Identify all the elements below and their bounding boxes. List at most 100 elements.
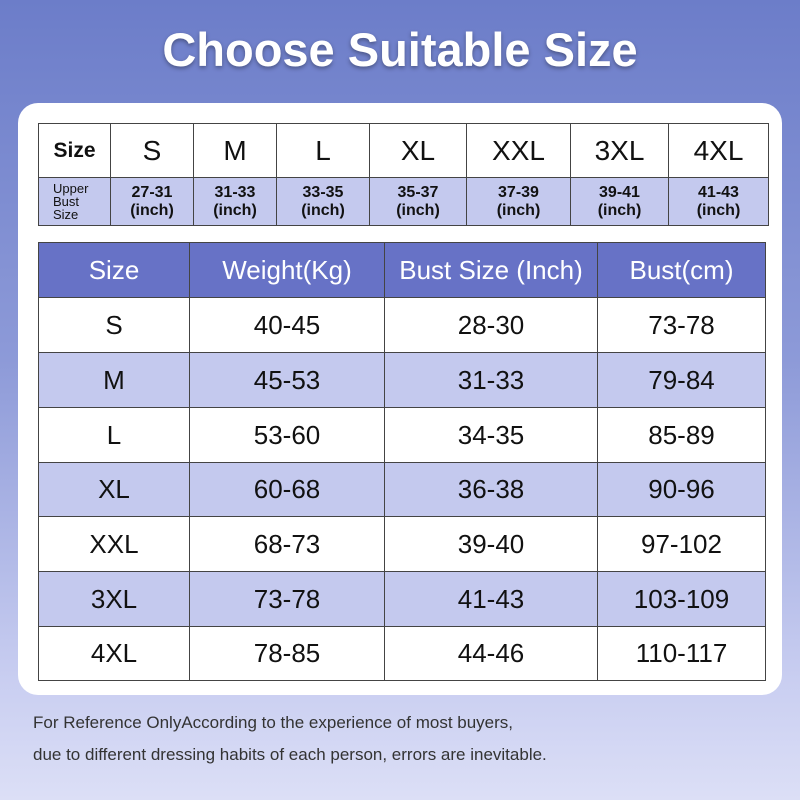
table-cell: 85-89 — [597, 407, 766, 463]
cell-text: 41-43 — [457, 583, 525, 614]
upper-bust-value: 37-39 (inch) — [466, 177, 571, 226]
cell-text: 39-41 — [599, 183, 640, 201]
cell-text: (inch) — [696, 201, 741, 219]
table-cell: 73-78 — [189, 571, 385, 627]
upper-bust-value: 39-41 (inch) — [570, 177, 669, 226]
upper-bust-value: 31-33 (inch) — [193, 177, 277, 226]
cell-text: S — [105, 309, 123, 340]
upper-bust-value: 41-43 (inch) — [668, 177, 769, 226]
cell-text: XXL — [89, 528, 139, 559]
table-cell: 41-43 — [384, 571, 598, 627]
cell-text: 103-109 — [633, 583, 730, 614]
cell-text: XL — [400, 134, 436, 166]
table-cell: 4XL — [38, 626, 190, 681]
table-cell: 90-96 — [597, 462, 766, 517]
cell-text: Bust — [53, 194, 80, 209]
cell-text: Size — [88, 254, 140, 285]
cell-text: M — [103, 364, 125, 395]
cell-text: (inch) — [213, 201, 257, 219]
cell-text: (inch) — [301, 201, 345, 219]
cell-text: XXL — [492, 134, 545, 166]
cell-text: S — [142, 134, 162, 166]
cell-text: Bust(cm) — [629, 254, 734, 285]
cell-text: 110-117 — [635, 638, 728, 668]
cell-text: 4XL — [693, 134, 744, 166]
cell-text: 4XL — [90, 638, 138, 668]
table-cell: 103-109 — [597, 571, 766, 627]
table-cell: XL — [38, 462, 190, 517]
footnote: due to different dressing habits of each… — [33, 745, 547, 764]
table-cell: 45-53 — [189, 352, 385, 408]
table-cell: 110-117 — [597, 626, 766, 681]
table-cell: 44-46 — [384, 626, 598, 681]
table-cell: 40-45 — [189, 297, 385, 353]
cell-text: Upper — [53, 181, 89, 196]
cell-text: 53-60 — [253, 419, 321, 450]
cell-text: 3XL — [90, 583, 138, 614]
table-cell: 3XL — [38, 571, 190, 627]
cell-text: 27-31 — [131, 183, 173, 201]
cell-text: Size — [53, 138, 96, 162]
upper-bust-value: 33-35 (inch) — [276, 177, 370, 226]
cell-text: (inch) — [597, 201, 642, 219]
cell-text: 79-84 — [648, 364, 715, 395]
table-cell: 34-35 — [384, 407, 598, 463]
table-cell: 39-40 — [384, 516, 598, 572]
footnote: For Reference OnlyAccording to the exper… — [33, 713, 514, 732]
column-header: Bust(cm) — [597, 242, 766, 298]
size-name: XL — [369, 123, 467, 178]
cell-text: 78-85 — [253, 638, 321, 668]
size-name: S — [110, 123, 194, 178]
cell-text: 37-39 — [498, 183, 539, 201]
table-cell: 53-60 — [189, 407, 385, 463]
cell-text: 36-38 — [457, 474, 525, 504]
table-cell: 79-84 — [597, 352, 766, 408]
upper-bust-value: 35-37 (inch) — [369, 177, 467, 226]
size-name: M — [193, 123, 277, 178]
cell-text: 34-35 — [457, 419, 525, 450]
upper-bust-label: Upper Bust Size — [38, 177, 111, 226]
cell-text: 40-45 — [253, 309, 321, 340]
table-cell: 31-33 — [384, 352, 598, 408]
table-cell: S — [38, 297, 190, 353]
table-cell: 68-73 — [189, 516, 385, 572]
table-cell: L — [38, 407, 190, 463]
cell-text: 44-46 — [457, 638, 525, 668]
column-header: Size — [38, 242, 190, 298]
upper-bust-value: 27-31 (inch) — [110, 177, 194, 226]
cell-text: Bust Size (Inch) — [399, 254, 583, 285]
cell-text: 31-33 — [457, 364, 525, 395]
cell-text: 31-33 — [214, 183, 256, 201]
title: Choose Suitable Size — [162, 23, 638, 76]
cell-text: 97-102 — [641, 528, 722, 559]
column-header: Weight(Kg) — [189, 242, 385, 298]
cell-text: 68-73 — [253, 528, 321, 559]
size-name: 3XL — [570, 123, 669, 178]
cell-text: L — [315, 134, 331, 166]
cell-text: XL — [98, 474, 130, 504]
cell-text: L — [106, 419, 122, 450]
size-name: 4XL — [668, 123, 769, 178]
cell-text: 45-53 — [253, 364, 321, 395]
cell-text: 60-68 — [253, 474, 321, 504]
cell-text: (inch) — [396, 201, 440, 219]
cell-text: M — [223, 134, 247, 166]
cell-text: Size — [53, 207, 79, 222]
column-header: Bust Size (Inch) — [384, 242, 598, 298]
cell-text: 33-35 — [302, 183, 344, 201]
table-cell: 28-30 — [384, 297, 598, 353]
cell-text: (inch) — [496, 201, 541, 219]
cell-text: 41-43 — [698, 183, 739, 201]
table-cell: 60-68 — [189, 462, 385, 517]
cell-text: 28-30 — [457, 309, 525, 340]
table-cell: XXL — [38, 516, 190, 572]
cell-text: Weight(Kg) — [222, 254, 352, 285]
size-header: Size — [38, 123, 111, 178]
cell-text: 73-78 — [648, 309, 715, 340]
cell-text: 85-89 — [648, 419, 715, 450]
cell-text: 73-78 — [253, 583, 321, 614]
cell-text: 3XL — [594, 134, 645, 166]
cell-text: 39-40 — [457, 528, 525, 559]
size-name: XXL — [466, 123, 571, 178]
